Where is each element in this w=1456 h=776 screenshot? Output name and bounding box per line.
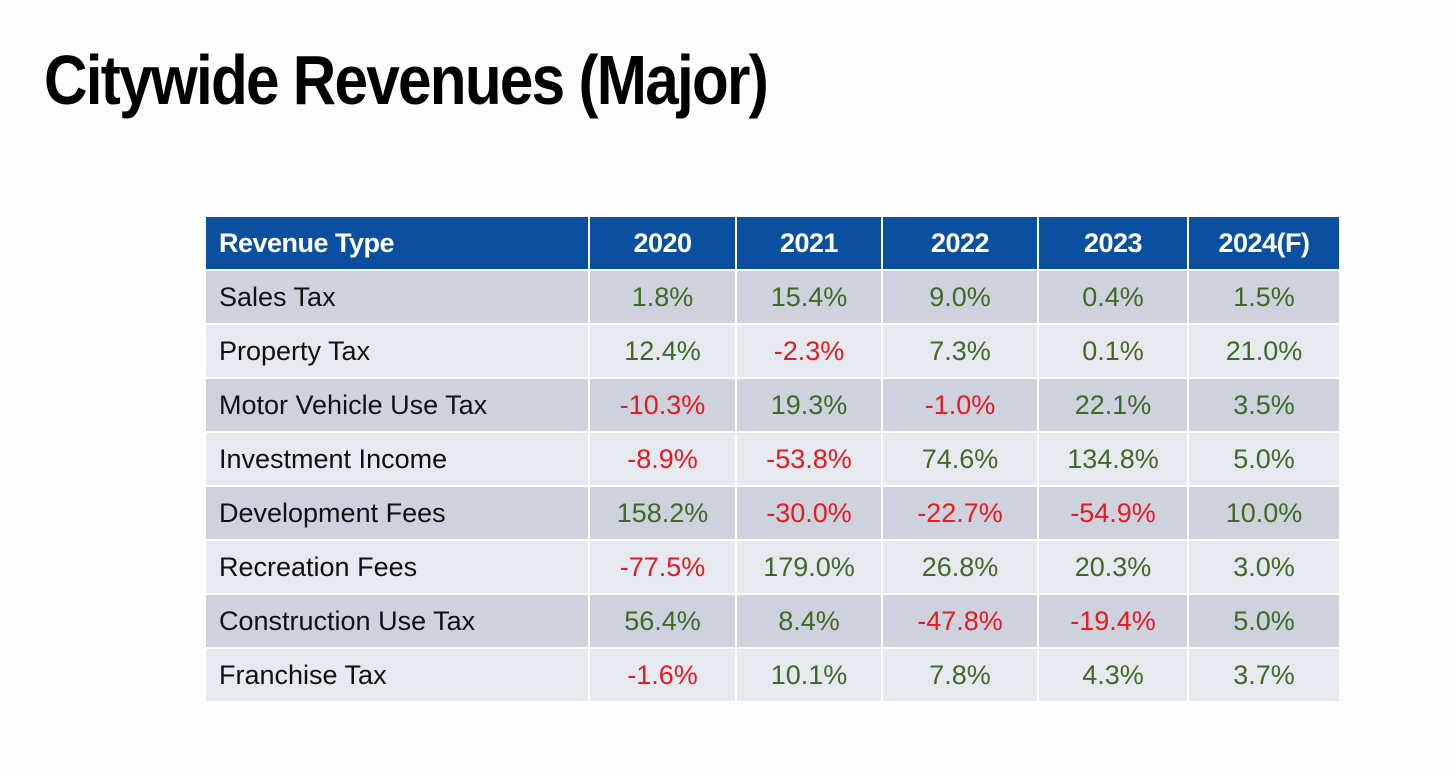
percent-change-cell: 10.0% [1189,487,1339,539]
header-2020: 2020 [590,217,735,269]
percent-change-cell: -19.4% [1039,595,1187,647]
percent-change-cell: 158.2% [590,487,735,539]
percent-change-cell: 9.0% [883,271,1037,323]
percent-change-cell: 19.3% [737,379,881,431]
percent-change-cell: -22.7% [883,487,1037,539]
table-row: Recreation Fees -77.5% 179.0% 26.8% 20.3% 3.0… [206,541,1339,593]
percent-change-cell: 56.4% [590,595,735,647]
revenue-type-cell: Property Tax [206,325,588,377]
percent-change-cell: 0.4% [1039,271,1187,323]
revenue-type-cell: Motor Vehicle Use Tax [206,379,588,431]
percent-change-cell: 74.6% [883,433,1037,485]
percent-change-cell: -2.3% [737,325,881,377]
percent-change-cell: -1.6% [590,649,735,701]
percent-change-cell: 15.4% [737,271,881,323]
percent-change-cell: 179.0% [737,541,881,593]
table-row: Motor Vehicle Use Tax -10.3% 19.3% -1.0% 22.… [206,379,1339,431]
percent-change-cell: -10.3% [590,379,735,431]
header-2021: 2021 [737,217,881,269]
percent-change-cell: 22.1% [1039,379,1187,431]
percent-change-cell: 3.0% [1189,541,1339,593]
revenue-type-cell: Development Fees [206,487,588,539]
percent-change-cell: 134.8% [1039,433,1187,485]
table-row: Development Fees 158.2% -30.0% -22.7% -54.9%… [206,487,1339,539]
revenue-type-cell: Investment Income [206,433,588,485]
table-body: Sales Tax 1.8% 15.4% 9.0% 0.4% 1.5% Property T… [206,271,1339,701]
percent-change-cell: -8.9% [590,433,735,485]
percent-change-cell: 12.4% [590,325,735,377]
percent-change-cell: 7.8% [883,649,1037,701]
percent-change-cell: 3.7% [1189,649,1339,701]
slide-title: Citywide Revenues (Major) [44,41,769,119]
header-2022: 2022 [883,217,1037,269]
header-revenue-type: Revenue Type [206,217,588,269]
percent-change-cell: 5.0% [1189,433,1339,485]
percent-change-cell: 0.1% [1039,325,1187,377]
percent-change-cell: -30.0% [737,487,881,539]
revenue-type-cell: Franchise Tax [206,649,588,701]
percent-change-cell: 4.3% [1039,649,1187,701]
table-row: Sales Tax 1.8% 15.4% 9.0% 0.4% 1.5% [206,271,1339,323]
percent-change-cell: 21.0% [1189,325,1339,377]
header-2024f: 2024(F) [1189,217,1339,269]
revenue-table: Revenue Type 2020 2021 2022 2023 2024(F)… [204,215,1341,703]
table-row: Construction Use Tax 56.4% 8.4% -47.8% -19.4… [206,595,1339,647]
percent-change-cell: 8.4% [737,595,881,647]
percent-change-cell: -77.5% [590,541,735,593]
percent-change-cell: 20.3% [1039,541,1187,593]
percent-change-cell: 7.3% [883,325,1037,377]
table-row: Investment Income -8.9% -53.8% 74.6% 134.8% 5… [206,433,1339,485]
revenue-type-cell: Sales Tax [206,271,588,323]
percent-change-cell: 5.0% [1189,595,1339,647]
revenue-type-cell: Construction Use Tax [206,595,588,647]
percent-change-cell: 1.5% [1189,271,1339,323]
percent-change-cell: -53.8% [737,433,881,485]
table-row: Property Tax 12.4% -2.3% 7.3% 0.1% 21.0% [206,325,1339,377]
percent-change-cell: 10.1% [737,649,881,701]
percent-change-cell: 1.8% [590,271,735,323]
percent-change-cell: 26.8% [883,541,1037,593]
percent-change-cell: -54.9% [1039,487,1187,539]
revenue-type-cell: Recreation Fees [206,541,588,593]
table-row: Franchise Tax -1.6% 10.1% 7.8% 4.3% 3.7% [206,649,1339,701]
header-2023: 2023 [1039,217,1187,269]
header-row: Revenue Type 2020 2021 2022 2023 2024(F) [206,217,1339,269]
percent-change-cell: -47.8% [883,595,1037,647]
percent-change-cell: -1.0% [883,379,1037,431]
percent-change-cell: 3.5% [1189,379,1339,431]
